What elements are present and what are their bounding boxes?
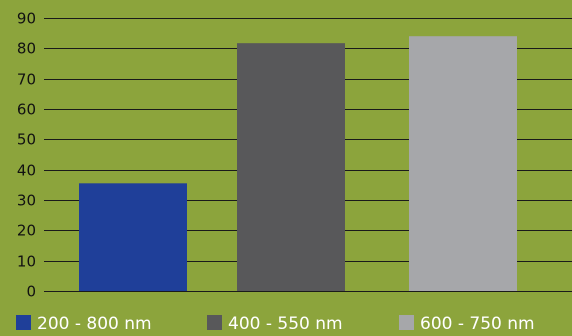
y-tick-label: 80	[17, 40, 36, 58]
y-tick-label: 0	[26, 283, 36, 301]
legend-swatch	[16, 315, 31, 330]
legend-label: 600 - 750 nm	[420, 314, 535, 334]
y-tick-label: 30	[17, 192, 36, 210]
legend-swatch	[399, 315, 414, 330]
legend-swatch	[207, 315, 222, 330]
y-tick-label: 70	[17, 71, 36, 89]
y-tick-label: 20	[17, 222, 36, 240]
y-tick-label: 40	[17, 162, 36, 180]
y-tick-label: 10	[17, 253, 36, 271]
legend: 200 - 800 nm 400 - 550 nm 600 - 750 nm	[16, 314, 535, 334]
legend-label: 200 - 800 nm	[37, 314, 152, 334]
y-tick-label: 60	[17, 101, 36, 119]
y-tick-label: 90	[17, 10, 36, 28]
bar	[409, 36, 517, 292]
bars	[79, 36, 517, 292]
y-axis-ticks: 0 10 20 30 40 50 60 70 80 90	[17, 10, 36, 301]
legend-label: 400 - 550 nm	[228, 314, 343, 334]
y-tick-label: 50	[17, 131, 36, 149]
bar	[79, 183, 187, 291]
bar	[237, 43, 345, 291]
